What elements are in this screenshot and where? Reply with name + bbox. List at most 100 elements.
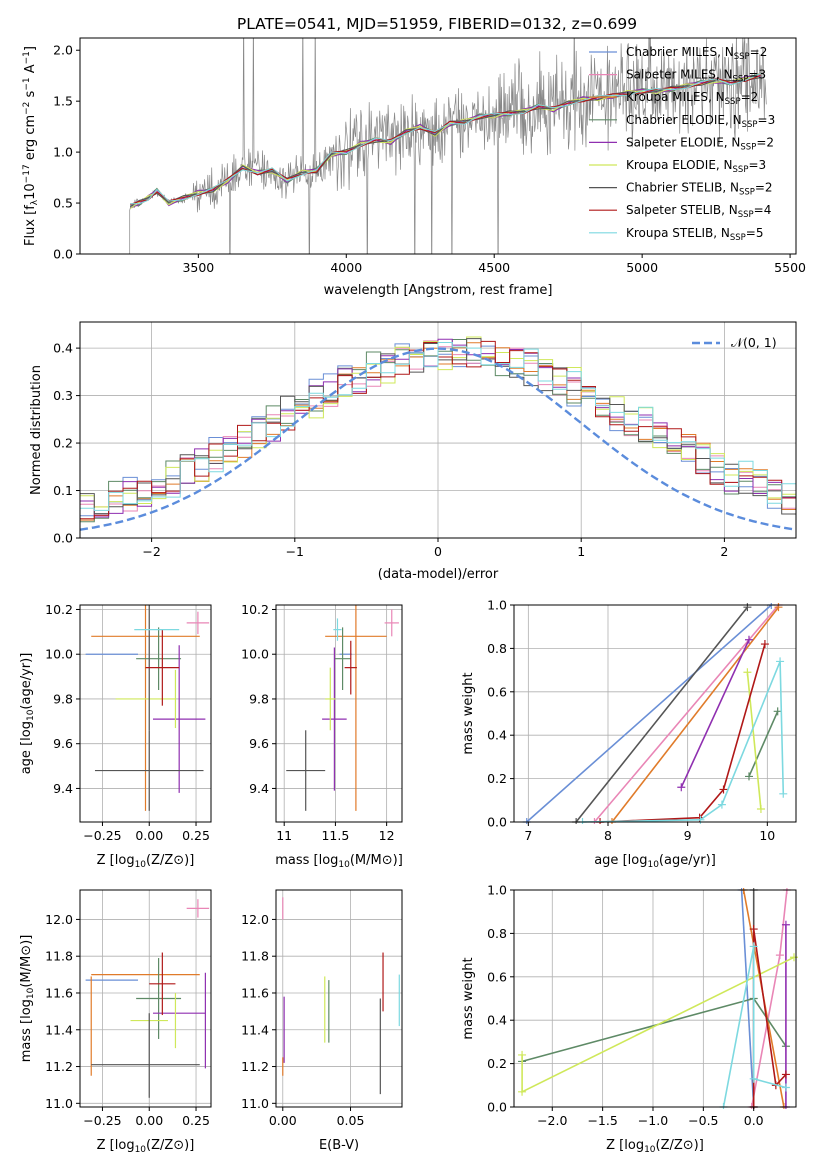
point-marker	[749, 925, 758, 934]
point-marker	[773, 707, 782, 716]
normal-curve	[80, 347, 796, 531]
y-tick-label: 0.8	[487, 926, 507, 941]
point-marker	[749, 1074, 758, 1083]
point-marker	[717, 800, 726, 809]
model-line	[130, 74, 761, 205]
x-tick-label: 0.25	[182, 1113, 210, 1128]
point-marker	[781, 1083, 790, 1092]
x-tick-label: −0.25	[83, 828, 121, 843]
y-tick-label: 0.4	[487, 1013, 507, 1028]
y-tick-label: 0.4	[53, 341, 73, 356]
point-marker	[789, 953, 798, 962]
x-tick-label: 11.5	[321, 828, 349, 843]
point-marker	[781, 920, 790, 929]
model-line	[130, 77, 761, 208]
weight-series	[575, 606, 749, 823]
error-point	[136, 627, 182, 691]
weight-series	[722, 946, 787, 1108]
y-tick-label: 0.1	[53, 483, 73, 498]
axes-frame	[513, 604, 797, 823]
spectrum-panel: 3500 4000 4500 5000 5500 0.0 0.5 1.0 1.5 2.0 wavel…	[22, 37, 806, 298]
legend-label: Kroupa ELODIE, NSSP=3	[626, 158, 766, 175]
x-tick-label: 4000	[330, 260, 362, 275]
grid-lines	[276, 605, 402, 822]
y-axis-label: mass weight	[461, 957, 476, 1039]
legend-label: Salpeter ELODIE, NSSP=2	[626, 135, 774, 152]
x-tick-label: 0.05	[337, 1113, 365, 1128]
axes-frame	[275, 889, 403, 1108]
legend: 𝒩(0, 1)	[692, 335, 777, 350]
x-tick-label: −1.5	[587, 1113, 617, 1128]
weight-series	[521, 997, 787, 1063]
age-vs-mass-panel: 11 11.5 12 9.4 9.6 9.8 10.0 10.2 mass [log10(M/M…	[241, 602, 403, 870]
x-tick-label: 0	[434, 544, 442, 559]
grid-lines	[514, 604, 796, 823]
point-marker	[760, 640, 769, 649]
y-tick-label: 1.0	[53, 145, 73, 160]
point-marker	[518, 1050, 527, 1059]
x-axis-label: E(B-V)	[319, 1138, 359, 1153]
x-tick-label: −1.0	[638, 1113, 668, 1128]
plot-area	[80, 336, 796, 531]
y-axis-label: Flux [fλ10−17 erg cm−2 s−1 A−1]	[22, 46, 40, 246]
axes-frame	[79, 604, 212, 823]
x-tick-label: 5000	[626, 260, 658, 275]
point-marker	[779, 789, 788, 798]
axes-frame	[79, 889, 212, 1108]
y-axis-label: age [log10(age/yr)]	[19, 653, 36, 775]
error-point	[322, 647, 347, 791]
x-axis-label: mass [log10(M/M⊙)]	[275, 853, 403, 870]
point-marker	[776, 657, 785, 666]
x-tick-label: 2	[720, 544, 728, 559]
y-tick-label: 0.0	[487, 1100, 507, 1115]
x-axis-label: wavelength [Angstrom, rest frame]	[324, 283, 553, 298]
y-axis-label: mass weight	[461, 672, 476, 754]
y-tick-label: 0.2	[487, 771, 507, 786]
plot-area	[286, 605, 399, 811]
y-tick-label: 9.4	[53, 781, 73, 796]
x-tick-label: 11	[276, 828, 292, 843]
x-tick-label: 3500	[182, 260, 214, 275]
point-marker	[781, 1070, 790, 1079]
y-axis-label: Normed distribution	[29, 365, 44, 495]
x-tick-label: 1	[577, 544, 585, 559]
point-marker	[677, 783, 686, 792]
y-tick-label: 1.5	[53, 94, 73, 109]
observed-spectrum	[80, 38, 767, 254]
y-tick-label: 11.8	[45, 949, 73, 964]
y-tick-label: 10.0	[241, 647, 269, 662]
x-tick-label: 10	[759, 828, 775, 843]
point-marker	[743, 668, 752, 677]
x-tick-label: 0.00	[135, 828, 163, 843]
plot-area	[522, 603, 788, 824]
plot-area	[85, 899, 210, 1098]
error-point	[286, 730, 326, 811]
plot-area	[282, 897, 400, 1095]
x-tick-label: −1	[286, 544, 304, 559]
point-marker	[749, 942, 758, 951]
y-tick-label: 9.4	[249, 781, 269, 796]
y-tick-label: 0.8	[487, 641, 507, 656]
plot-area	[518, 888, 798, 1109]
point-marker	[756, 804, 765, 813]
y-tick-label: 11.8	[241, 949, 269, 964]
error-point	[325, 667, 336, 731]
error-point	[344, 640, 357, 695]
error-point	[333, 618, 342, 641]
point-marker	[745, 635, 753, 644]
y-tick-label: 0.0	[53, 247, 73, 262]
x-axis-label: Z [log10(Z/Z⊙)]	[97, 1138, 195, 1155]
legend-label: 𝒩(0, 1)	[731, 335, 777, 350]
x-axis-label: Z [log10(Z/Z⊙)]	[97, 853, 195, 870]
y-tick-label: 11.0	[241, 1096, 269, 1111]
x-tick-label: 0.00	[269, 1113, 297, 1128]
point-marker	[775, 951, 784, 960]
plot-area	[80, 38, 767, 254]
y-tick-label: 0.4	[487, 728, 507, 743]
weight-series	[599, 643, 766, 823]
error-point	[91, 605, 200, 811]
error-point	[186, 611, 210, 635]
weight-series	[740, 889, 755, 1108]
y-axis-label: mass [log10(M/M⊙)]	[19, 935, 36, 1063]
y-tick-label: 12.0	[45, 912, 73, 927]
